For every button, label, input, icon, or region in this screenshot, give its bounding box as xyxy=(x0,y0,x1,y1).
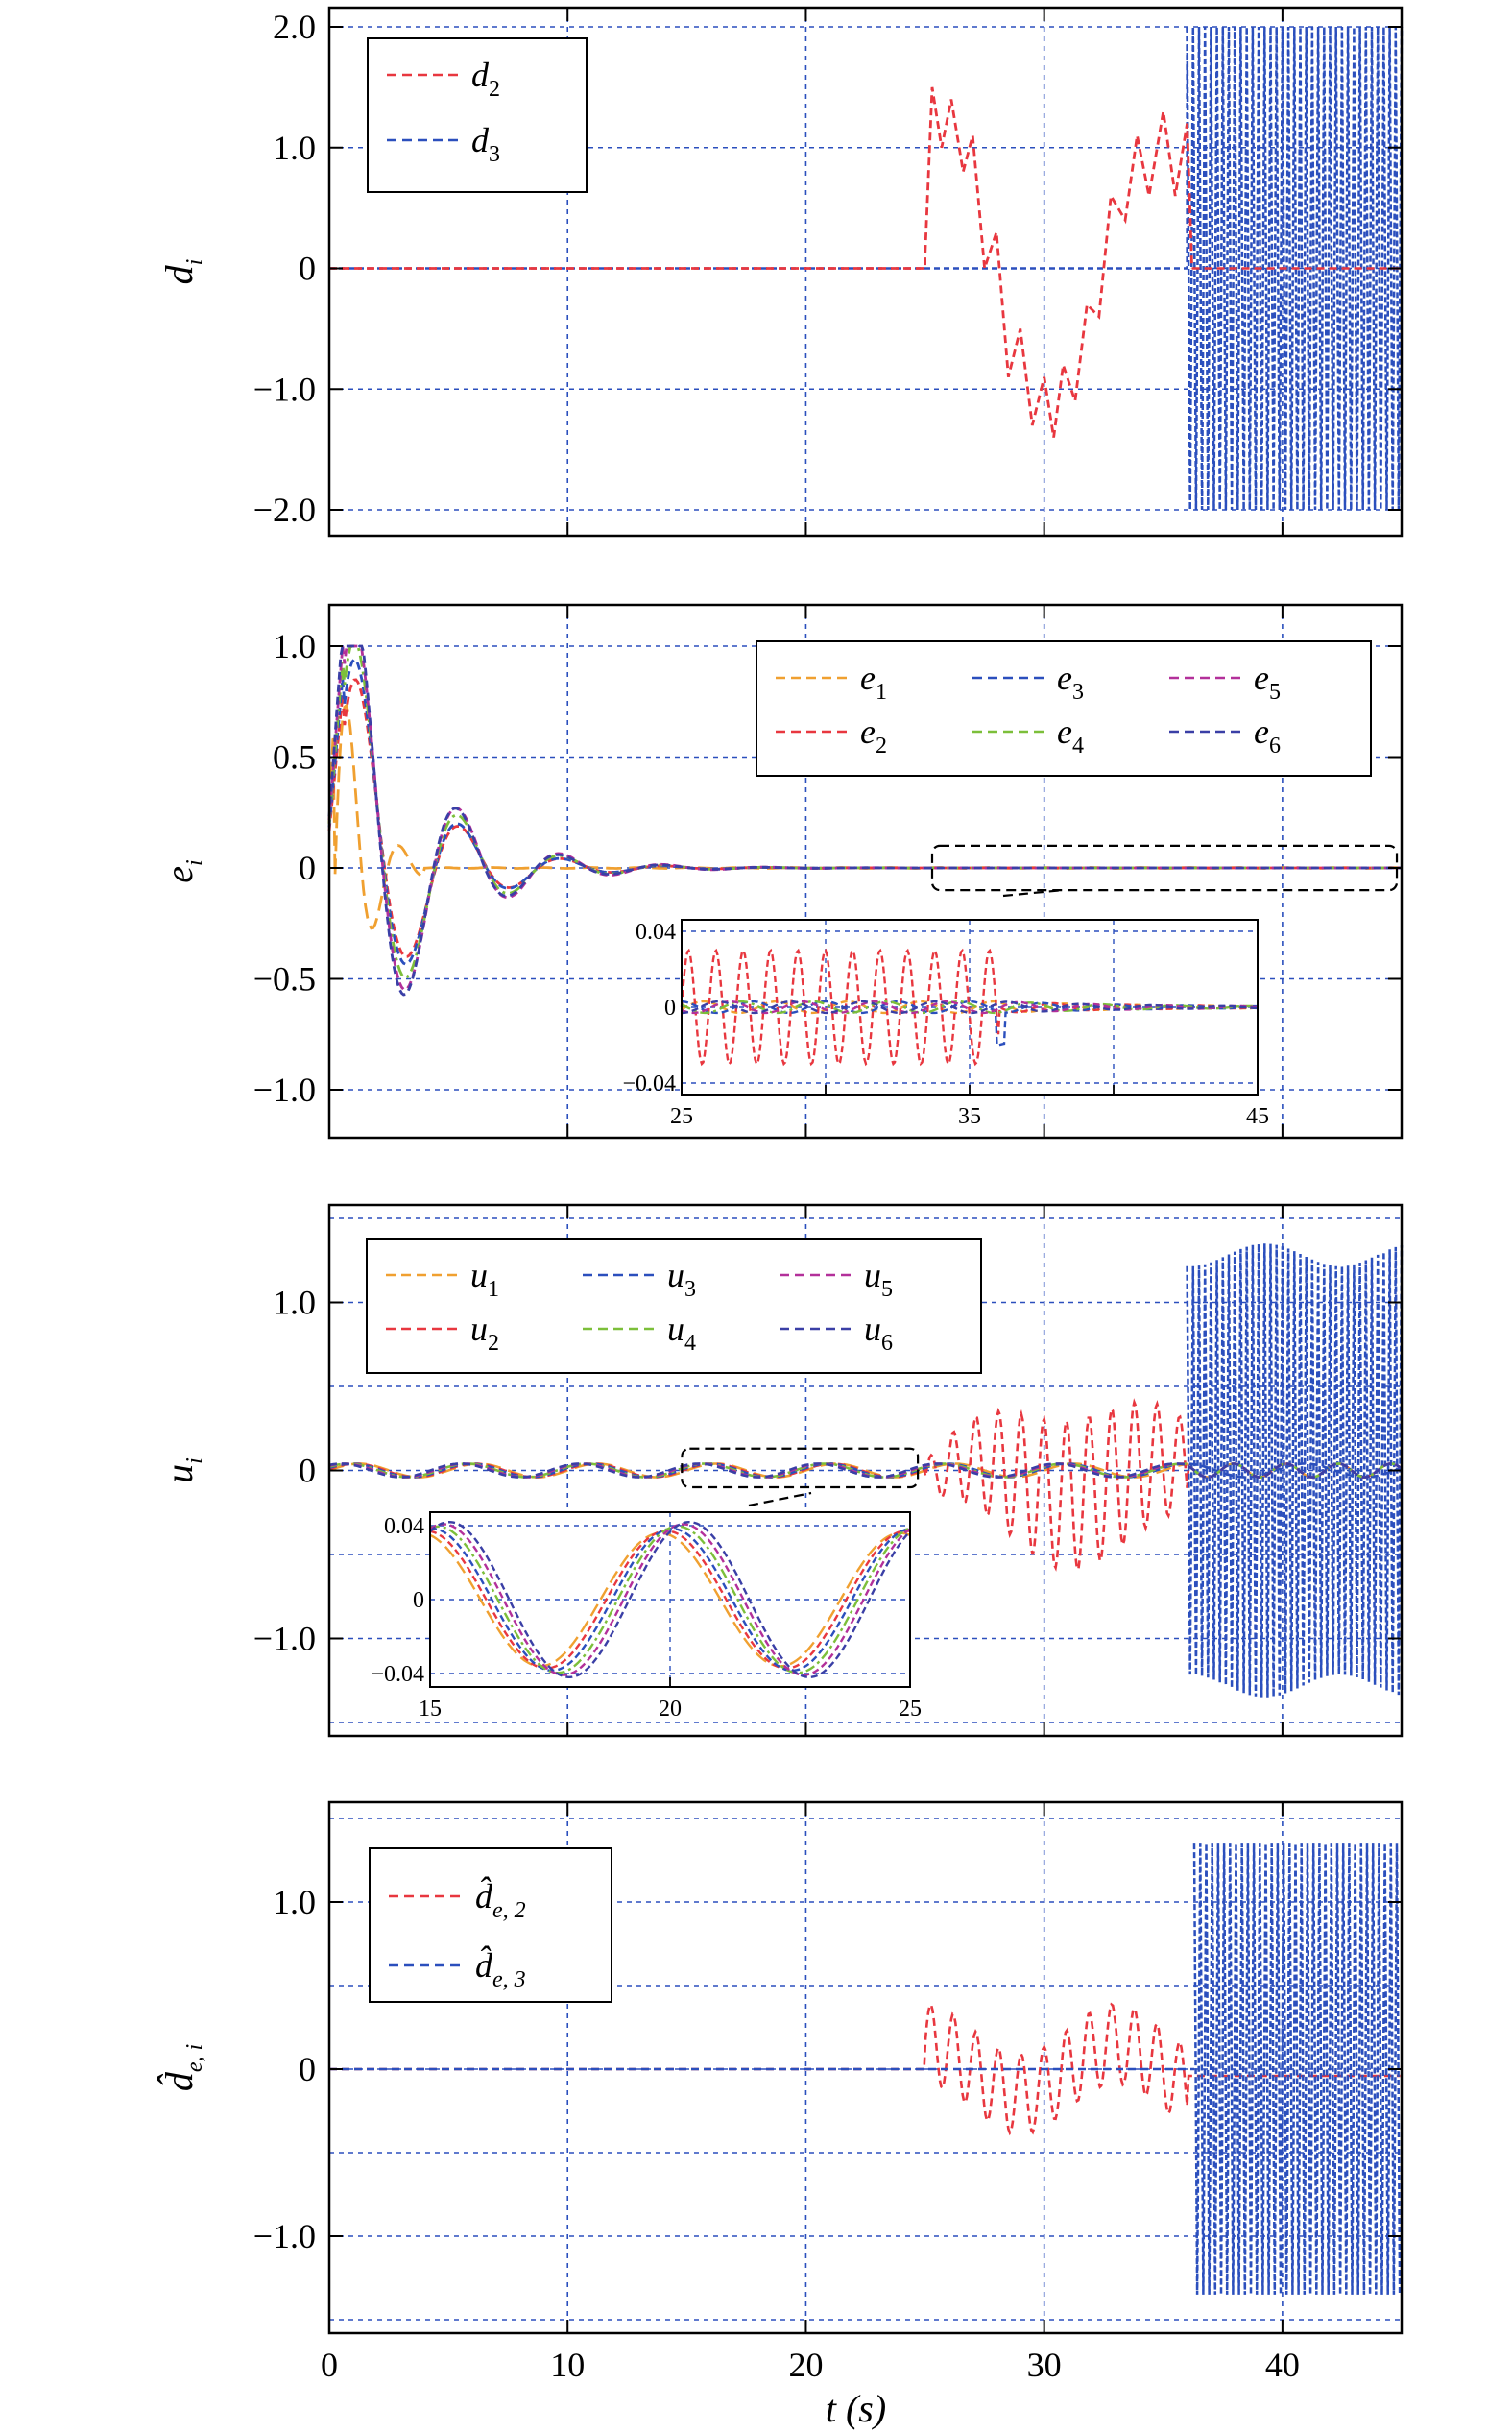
y-tick-label: 0 xyxy=(299,250,316,288)
legend-label-sub: e, 2 xyxy=(492,1898,526,1923)
legend-label-sub: 5 xyxy=(1269,680,1281,705)
y-tick-label: 1.0 xyxy=(273,1284,316,1322)
y-axis-label: d̂e, i xyxy=(157,2044,207,2091)
panel-dhat: 1.0 0 −1.0 0 10 20 30 40 d̂e, i d̂e, 2d̂e, 3 t (s) xyxy=(157,1800,1404,2430)
y-axis-label: ei xyxy=(157,859,207,882)
series-e6 xyxy=(327,644,1401,997)
inset-series xyxy=(429,1531,911,1668)
y-tick-label: −1.0 xyxy=(253,1071,316,1109)
inset-series xyxy=(681,1000,1259,1047)
y-tick-label: 0 xyxy=(299,2050,316,2088)
series-u3 xyxy=(328,1462,1401,1479)
y-axis-label-sub: i xyxy=(182,1457,207,1464)
inset-x-tick-label: 25 xyxy=(899,1697,922,1722)
legend: d̂e, 2d̂e, 3 xyxy=(369,1847,612,2003)
inset-x-tick-label: 15 xyxy=(419,1697,442,1722)
y-axis-label-text: ei xyxy=(157,859,207,882)
y-tick-label: 1.0 xyxy=(273,627,316,665)
legend-box xyxy=(366,1238,982,1374)
inset-y-tick-label: 0.04 xyxy=(636,920,676,945)
series-dhat3-oscillation xyxy=(1192,1843,1402,2295)
y-axis-label: di xyxy=(157,259,207,285)
x-tick-label: 30 xyxy=(1027,2346,1062,2384)
legend-label-sub: 1 xyxy=(488,1277,499,1302)
legend-box xyxy=(756,640,1372,777)
y-axis-label-text: di xyxy=(157,259,207,285)
panel-e: 1.00.50−0.5−1.0eie1e2e3e4e5e60.040−0.042… xyxy=(157,603,1404,1140)
y-tick-label: 1.0 xyxy=(273,129,316,167)
x-tick-label: 20 xyxy=(788,2346,823,2384)
inset-series xyxy=(429,1525,911,1674)
y-tick-label: −1.0 xyxy=(253,1620,316,1658)
y-tick-label: 1.0 xyxy=(273,1883,316,1921)
x-tick-label: 40 xyxy=(1265,2346,1300,2384)
legend-box xyxy=(369,1847,612,2003)
series-u3-oscillation xyxy=(1186,1243,1404,1698)
inset-y-tick-label: 0 xyxy=(413,1588,424,1613)
series-d3-oscillation xyxy=(1186,26,1404,511)
y-tick-label: 0.5 xyxy=(273,738,316,777)
legend-label-sub: 4 xyxy=(1072,734,1084,759)
legend-label-sub: e, 3 xyxy=(492,1967,526,1992)
legend-box xyxy=(367,37,588,193)
inset-x-tick-label: 45 xyxy=(1246,1104,1269,1129)
zoom-connector xyxy=(1002,888,1065,898)
inset-u: 0.04 0 −0.04 15 20 25 xyxy=(371,1511,922,1722)
x-tick-label: 0 xyxy=(321,2346,338,2384)
axes-frame xyxy=(327,1800,1404,2335)
legend-label-sub: 2 xyxy=(488,1331,499,1356)
y-axis-label-sub: i xyxy=(182,859,207,866)
inset-y-tick-label: −0.04 xyxy=(622,1072,676,1096)
inset-y-tick-label: 0.04 xyxy=(384,1514,424,1539)
y-axis-label: ui xyxy=(157,1457,207,1483)
x-tick-label: 10 xyxy=(550,2346,585,2384)
y-tick-label: 0 xyxy=(299,1452,316,1490)
inset-x-tick-label: 20 xyxy=(659,1697,682,1722)
inset-series xyxy=(681,1000,1259,1015)
inset-series xyxy=(429,1523,911,1676)
y-tick-label: 0 xyxy=(299,849,316,887)
y-tick-label: −2.0 xyxy=(253,491,316,529)
y-axis-label-sub: e, i xyxy=(182,2044,207,2072)
y-axis-label-text: d̂e, i xyxy=(157,2044,207,2091)
x-axis-label: t (s) xyxy=(826,2387,886,2430)
legend-label-sub: 2 xyxy=(489,77,500,102)
legend-label-sub: 3 xyxy=(1072,680,1084,705)
y-tick-label: −0.5 xyxy=(253,960,316,999)
legend-label-sub: 5 xyxy=(881,1277,893,1302)
inset-x-tick-label: 25 xyxy=(670,1104,693,1129)
legend-label-sub: 2 xyxy=(876,734,887,759)
y-tick-label: −1.0 xyxy=(253,2217,316,2255)
legend-label-sub: 1 xyxy=(876,680,887,705)
y-axis-label-text: ui xyxy=(157,1457,207,1483)
inset-y-tick-label: −0.04 xyxy=(371,1662,424,1687)
axes-frame xyxy=(327,6,1404,538)
y-axis-label-sub: i xyxy=(182,259,207,266)
inset-e: 0.04 0 −0.04 25 35 45 xyxy=(622,919,1269,1129)
axes-frame xyxy=(327,603,1404,1140)
zoom-box xyxy=(930,844,1399,892)
series-d2 xyxy=(329,86,1193,438)
inset-series xyxy=(429,1530,911,1670)
inset-y-tick-label: 0 xyxy=(664,996,676,1021)
legend-label-sub: 3 xyxy=(684,1277,696,1302)
zoom-box xyxy=(681,1447,920,1489)
y-tick-label: −1.0 xyxy=(253,370,316,408)
legend-label-sub: 4 xyxy=(684,1331,696,1356)
legend-label-sub: 6 xyxy=(1269,734,1281,759)
inset-x-tick-label: 35 xyxy=(958,1104,981,1129)
inset-series xyxy=(429,1520,911,1678)
y-tick-label: 2.0 xyxy=(273,8,316,46)
series-u6 xyxy=(328,1462,1402,1479)
legend-label-sub: 3 xyxy=(489,142,500,167)
legend-label-sub: 6 xyxy=(881,1331,893,1356)
inset-series xyxy=(682,1000,1258,1015)
zoom-connector xyxy=(748,1491,812,1507)
